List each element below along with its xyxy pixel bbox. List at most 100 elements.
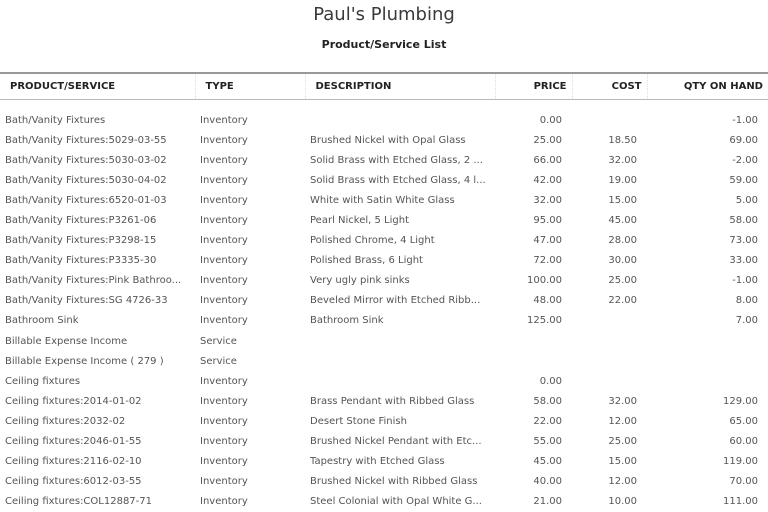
column-header-product[interactable]: PRODUCT/SERVICE — [0, 72, 196, 100]
cell-description: Very ugly pink sinks — [310, 275, 410, 287]
cell-cost — [572, 351, 647, 371]
cell-price: 48.00 — [533, 295, 562, 307]
cell-type: Inventory — [200, 194, 248, 206]
column-header-type[interactable]: TYPE — [195, 72, 306, 100]
cell-type: Inventory — [200, 114, 248, 126]
spacer — [0, 100, 768, 111]
cell-qty: 69.00 — [729, 134, 758, 146]
cell-cost: 15.00 — [608, 456, 637, 468]
cell-type: Inventory — [200, 174, 248, 186]
cell-description: Solid Brass with Etched Glass, 2 ... — [310, 154, 483, 166]
table-row[interactable]: Bath/Vanity Fixtures:P3335-30 Inventory Po… — [0, 251, 768, 271]
cell-description: Polished Chrome, 4 Light — [310, 235, 435, 247]
cell-qty: 73.00 — [729, 235, 758, 247]
table-row[interactable]: Bath/Vanity Fixtures:5029-03-55 Inventory… — [0, 130, 768, 150]
cell-price — [495, 351, 572, 371]
cell-qty: 119.00 — [723, 456, 758, 468]
cell-product: Bath/Vanity Fixtures:Pink Bathroo... — [5, 275, 182, 287]
cell-type: Service — [200, 335, 237, 347]
column-header-price[interactable]: PRICE — [495, 72, 573, 100]
table-row[interactable]: Ceiling fixtures:2014-01-02 Inventory Bras… — [0, 391, 768, 411]
cell-price: 0.00 — [539, 375, 562, 387]
table-row[interactable]: Ceiling fixtures:6012-03-55 Inventory Brus… — [0, 472, 768, 492]
cell-product: Bath/Vanity Fixtures:P3298-15 — [5, 235, 157, 247]
cell-type: Inventory — [200, 235, 248, 247]
report-title: Product/Service List — [321, 38, 447, 51]
table-row[interactable]: Ceiling fixtures:2046-01-55 Inventory Brus… — [0, 432, 768, 452]
cell-type: Inventory — [200, 436, 248, 448]
cell-cost: 25.00 — [608, 436, 637, 448]
cell-qty: 65.00 — [729, 415, 758, 427]
table-row[interactable]: Bath/Vanity Fixtures:5030-03-02 Inventory… — [0, 150, 768, 170]
cell-type: Inventory — [200, 154, 248, 166]
cell-product: Bath/Vanity Fixtures:5030-04-02 — [5, 174, 167, 186]
table-row[interactable]: Bath/Vanity Fixtures:5030-04-02 Inventory… — [0, 170, 768, 190]
cell-price: 40.00 — [533, 476, 562, 488]
cell-cost: 15.00 — [608, 194, 637, 206]
cell-qty: -1.00 — [732, 275, 758, 287]
table-row[interactable]: Bath/Vanity Fixtures:P3261-06 Inventory Pe… — [0, 210, 768, 230]
cell-product: Bath/Vanity Fixtures:SG 4726-33 — [5, 295, 168, 307]
cell-product: Ceiling fixtures — [5, 375, 81, 387]
cell-type: Inventory — [200, 255, 248, 267]
cell-qty — [647, 351, 768, 371]
cell-description: Tapestry with Etched Glass — [310, 456, 445, 468]
cell-description: Brushed Nickel with Opal Glass — [310, 134, 466, 146]
cell-description: Polished Brass, 6 Light — [310, 255, 423, 267]
cell-product: Bath/Vanity Fixtures:P3261-06 — [5, 215, 157, 227]
table-row[interactable]: Ceiling fixtures Inventory 0.00 — [0, 371, 768, 391]
cell-product: Bath/Vanity Fixtures:P3335-30 — [5, 255, 157, 267]
cell-type: Service — [200, 355, 237, 367]
cell-description: Brass Pendant with Ribbed Glass — [310, 395, 475, 407]
cell-price: 125.00 — [527, 315, 562, 327]
cell-cost: 19.00 — [608, 174, 637, 186]
cell-type: Inventory — [200, 315, 248, 327]
table-row[interactable]: Billable Expense Income Service — [0, 331, 768, 351]
table-row[interactable]: Bath/Vanity Fixtures:6520-01-03 Inventory… — [0, 190, 768, 210]
cell-qty: 8.00 — [735, 295, 758, 307]
cell-type: Inventory — [200, 275, 248, 287]
column-header-cost[interactable]: COST — [572, 72, 648, 100]
cell-price: 72.00 — [533, 255, 562, 267]
cell-qty: 58.00 — [729, 215, 758, 227]
table-row[interactable]: Bathroom Sink Inventory Bathroom Sink 125.0… — [0, 311, 768, 331]
cell-product: Billable Expense Income ( 279 ) — [5, 355, 164, 367]
cell-product: Ceiling fixtures:2046-01-55 — [5, 436, 142, 448]
cell-description — [305, 331, 495, 351]
cell-description: White with Satin White Glass — [310, 194, 455, 206]
cell-qty: 60.00 — [729, 436, 758, 448]
cell-price: 100.00 — [527, 275, 562, 287]
table-row[interactable]: Ceiling fixtures:2032-02 Inventory Desert … — [0, 411, 768, 431]
column-header-description[interactable]: DESCRIPTION — [305, 72, 496, 100]
cell-cost: 28.00 — [608, 235, 637, 247]
column-header-qty[interactable]: QTY ON HAND — [647, 72, 768, 100]
cell-qty: -1.00 — [732, 114, 758, 126]
cell-description: Solid Brass with Etched Glass, 4 l... — [310, 174, 486, 186]
cell-qty: 7.00 — [735, 315, 758, 327]
table-row[interactable]: Ceiling fixtures:2116-02-10 Inventory Tape… — [0, 452, 768, 472]
table-row[interactable]: Bath/Vanity Fixtures:Pink Bathroo... Inve… — [0, 271, 768, 291]
cell-cost — [572, 311, 647, 331]
cell-type: Inventory — [200, 476, 248, 488]
cell-price: 25.00 — [533, 134, 562, 146]
cell-price: 47.00 — [533, 235, 562, 247]
cell-description: Desert Stone Finish — [310, 415, 407, 427]
table-row[interactable]: Bath/Vanity Fixtures:P3298-15 Inventory Po… — [0, 231, 768, 251]
cell-product: Ceiling fixtures:6012-03-55 — [5, 476, 142, 488]
cell-price — [495, 331, 572, 351]
cell-price: 22.00 — [533, 415, 562, 427]
table-row[interactable]: Bath/Vanity Fixtures Inventory 0.00 -1.00 — [0, 110, 768, 130]
cell-description: Beveled Mirror with Etched Ribb... — [310, 295, 481, 307]
cell-type: Inventory — [200, 134, 248, 146]
table-row[interactable]: Billable Expense Income ( 279 ) Service — [0, 351, 768, 371]
cell-price: 0.00 — [539, 114, 562, 126]
cell-description: Bathroom Sink — [310, 315, 384, 327]
cell-price: 95.00 — [533, 215, 562, 227]
cell-qty: -2.00 — [732, 154, 758, 166]
table-row[interactable]: Bath/Vanity Fixtures:SG 4726-33 Inventory… — [0, 291, 768, 311]
cell-cost: 22.00 — [608, 295, 637, 307]
cell-product: Billable Expense Income — [5, 335, 128, 347]
cell-type: Inventory — [200, 375, 248, 387]
cell-price: 42.00 — [533, 174, 562, 186]
cell-qty — [647, 331, 768, 351]
